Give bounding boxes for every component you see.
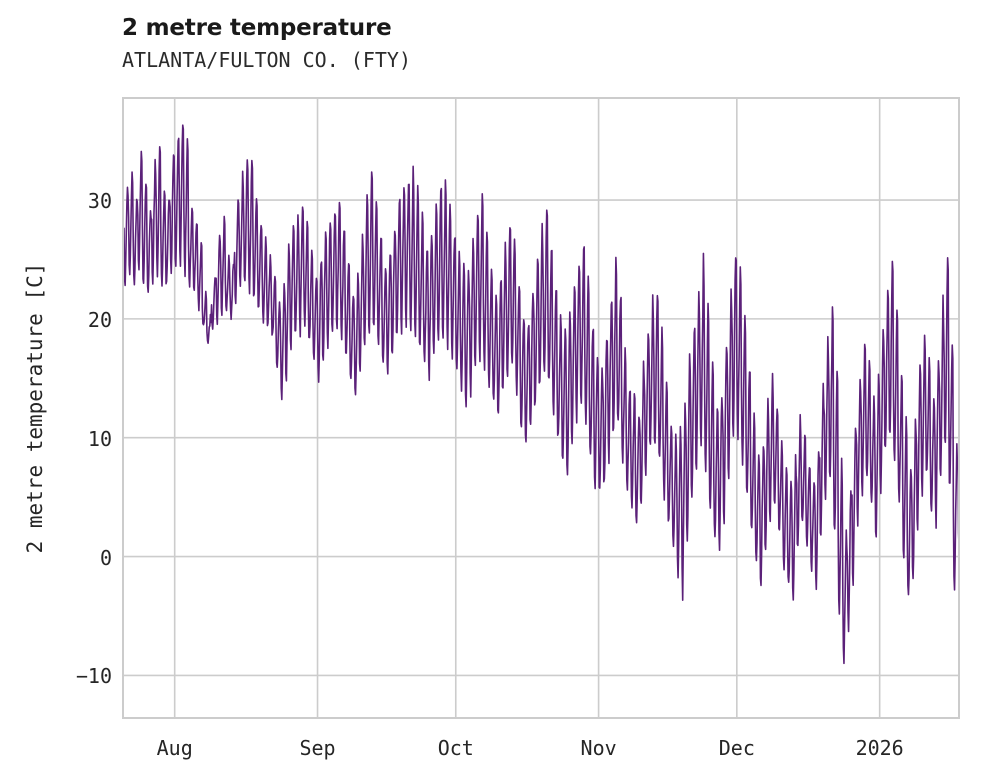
y-axis-tick-20: 20 [87,307,112,332]
title-block: 2 metre temperature ATLANTA/FULTON CO. (… [122,14,822,74]
x-axis-tick-sep: Sep [299,736,336,760]
x-axis-tick-dec: Dec [718,736,755,760]
page-title: 2 metre temperature [122,15,392,41]
temperature-line [124,124,958,665]
x-axis-tick-nov: Nov [580,736,617,760]
chart-subtitle: ATLANTA/FULTON CO. (FTY) [122,48,411,72]
y-axis-tick-0: 0 [99,545,112,570]
plot-area [122,97,960,719]
temperature-series-plot [124,99,958,717]
y-axis-tick-10: 10 [87,426,112,451]
x-axis-tick-2026: 2026 [855,736,904,760]
x-axis-tick-aug: Aug [156,736,193,760]
x-axis-tick-oct: Oct [437,736,474,760]
y-axis-tick--10: −10 [75,664,112,689]
y-axis-tick-30: 30 [87,189,112,214]
